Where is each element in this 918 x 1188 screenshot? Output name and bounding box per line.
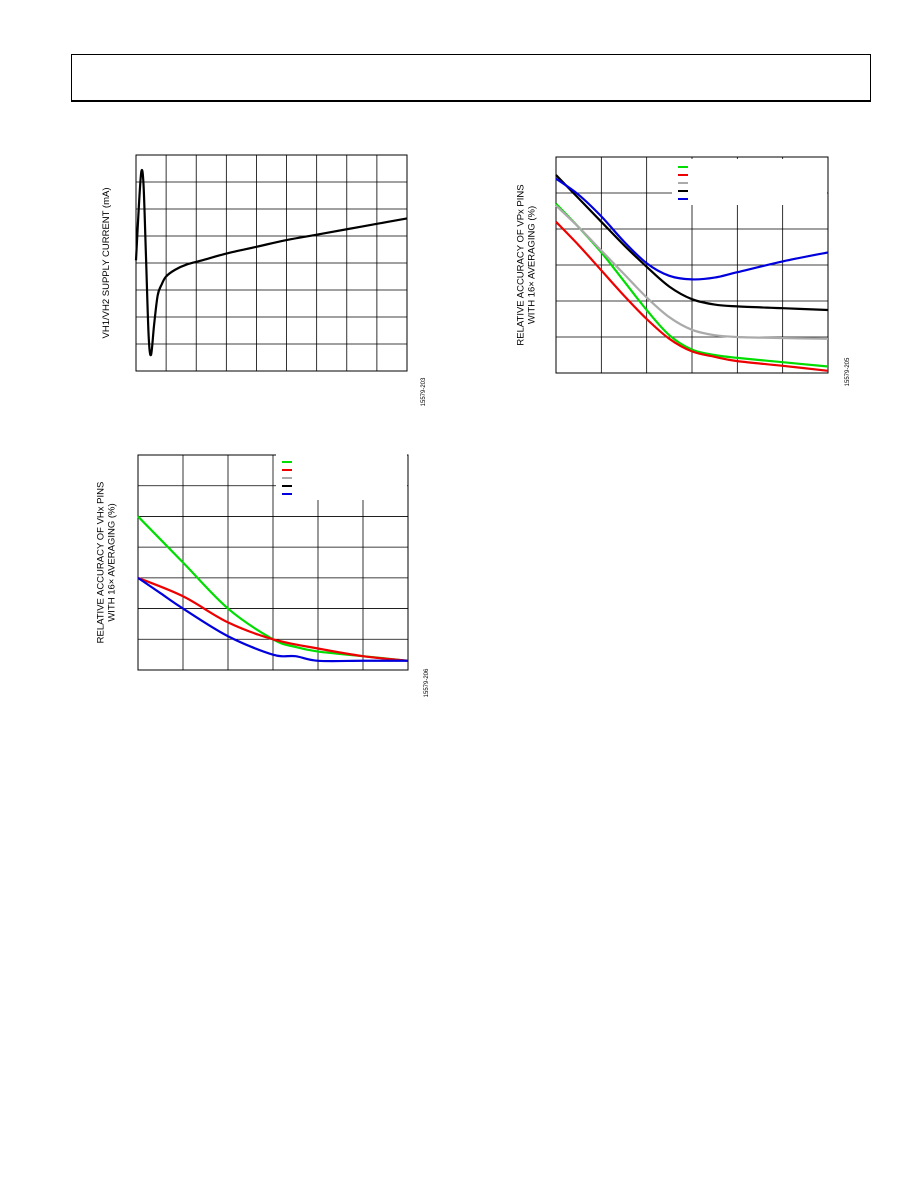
legend-box [672, 159, 827, 205]
y-axis-label: VH1/VH2 SUPPLY CURRENT (mA) [101, 188, 112, 339]
legend-box [276, 454, 407, 500]
vpx-accuracy-chart: RELATIVE ACCURACY OF VPx PINS WITH 16× AV… [516, 156, 851, 386]
supply-current-chart: VH1/VH2 SUPPLY CURRENT (mA) 15579-203 [101, 154, 427, 406]
y-axis-label: RELATIVE ACCURACY OF VPx PINS [516, 184, 527, 345]
figure-id: 15579-206 [424, 668, 430, 697]
figure-id: 15579-205 [845, 357, 851, 386]
y-axis-label: WITH 16× AVERAGING (%) [107, 503, 118, 621]
figure-id: 15579-203 [421, 377, 427, 406]
page-header-box [71, 54, 871, 102]
series-line-2 [555, 221, 829, 372]
series-line-4 [555, 174, 829, 312]
y-axis-label: WITH 16× AVERAGING (%) [527, 206, 538, 324]
vhx-accuracy-chart: RELATIVE ACCURACY OF VHx PINS WITH 16× AV… [96, 454, 430, 697]
series-line-3 [555, 204, 829, 340]
y-axis-label: RELATIVE ACCURACY OF VHx PINS [96, 482, 107, 644]
series-line-5 [137, 576, 408, 663]
series-line-1 [134, 168, 408, 357]
series-line-2 [137, 576, 409, 662]
series-line-5 [555, 177, 829, 281]
